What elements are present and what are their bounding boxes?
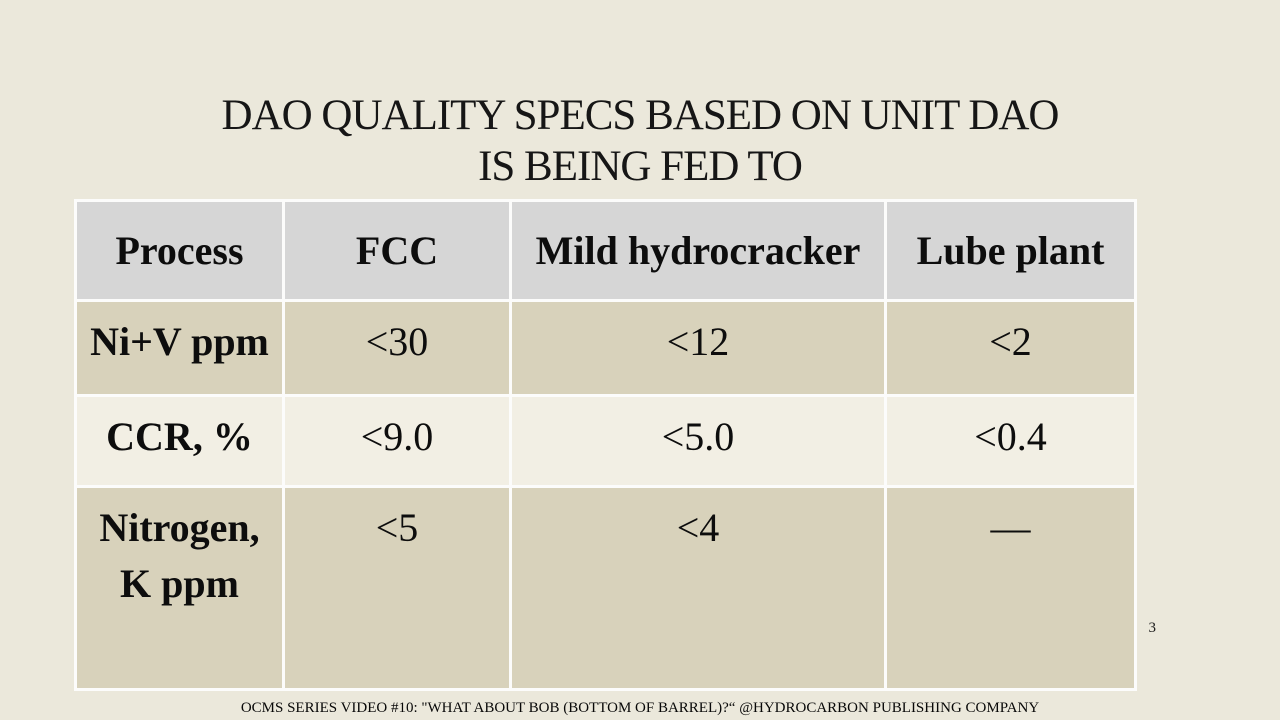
cell-nitrogen-lube-plant: — bbox=[887, 488, 1134, 688]
page-number: 3 bbox=[1148, 620, 1157, 636]
table-header-row: Process FCC Mild hydrocracker Lube plant bbox=[77, 202, 1134, 299]
row-label-nitrogen: Nitrogen, K ppm bbox=[77, 488, 282, 688]
cell-ni-v-mild-hydrocracker: <12 bbox=[512, 302, 884, 394]
row-label-ccr: CCR, % bbox=[77, 397, 282, 485]
header-cell-mild-hydrocracker: Mild hydrocracker bbox=[512, 202, 884, 299]
header-cell-process: Process bbox=[77, 202, 282, 299]
row-label-ni-v-ppm: Ni+V ppm bbox=[77, 302, 282, 394]
table-row-nitrogen: Nitrogen, K ppm <5 <4 — bbox=[77, 488, 1134, 688]
table-row-ni-v: Ni+V ppm <30 <12 <2 bbox=[77, 302, 1134, 394]
header-cell-fcc: FCC bbox=[285, 202, 509, 299]
footer-credit: OCMS SERIES VIDEO #10: "WHAT ABOUT BOB (… bbox=[240, 700, 1040, 716]
cell-ccr-mild-hydrocracker: <5.0 bbox=[512, 397, 884, 485]
cell-ni-v-fcc: <30 bbox=[285, 302, 509, 394]
slide-title-line-2: IS BEING FED TO bbox=[478, 143, 803, 190]
cell-ccr-fcc: <9.0 bbox=[285, 397, 509, 485]
cell-nitrogen-mild-hydrocracker: <4 bbox=[512, 488, 884, 688]
slide-title: DAO QUALITY SPECS BASED ON UNIT DAO IS B… bbox=[0, 90, 1280, 192]
table-row-ccr: CCR, % <9.0 <5.0 <0.4 bbox=[77, 397, 1134, 485]
cell-nitrogen-fcc: <5 bbox=[285, 488, 509, 688]
slide-title-line-1: DAO QUALITY SPECS BASED ON UNIT DAO bbox=[221, 92, 1060, 139]
header-cell-lube-plant: Lube plant bbox=[887, 202, 1134, 299]
dao-quality-specs-table: Process FCC Mild hydrocracker Lube plant… bbox=[74, 199, 1137, 691]
cell-ni-v-lube-plant: <2 bbox=[887, 302, 1134, 394]
cell-ccr-lube-plant: <0.4 bbox=[887, 397, 1134, 485]
